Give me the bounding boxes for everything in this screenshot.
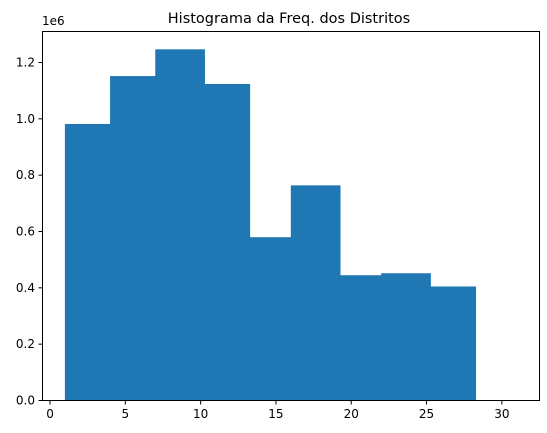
x-axis: 0 5 10 15 20 25 30 [46,400,509,421]
bar-8 [426,286,477,400]
y-tick-label: 0.0 [16,394,35,408]
bar-6 [335,275,386,400]
y-tick-label: 1.2 [16,55,35,69]
x-tick-label: 0 [46,407,54,421]
bar-1 [110,76,160,401]
bars-group [64,49,477,401]
bar-2 [155,49,205,400]
bar-0 [64,123,115,401]
x-tick-label: 15 [268,407,283,421]
x-tick-label: 10 [193,407,208,421]
y-tick-label: 0.6 [16,224,35,238]
x-tick-label: 25 [419,407,434,421]
y-tick-label: 0.2 [16,337,35,351]
y-tick-label: 0.8 [16,168,35,182]
y-tick-label: 1.0 [16,112,35,126]
bar-7 [381,273,431,400]
bar-3 [200,83,251,401]
chart-title: Histograma da Freq. dos Distritos [168,11,410,27]
x-tick-label: 5 [122,407,130,421]
bar-4 [245,237,296,400]
x-tick-label: 30 [494,407,509,421]
x-tick-label: 20 [344,407,359,421]
y-tick-label: 0.4 [16,281,35,295]
plot-frame [42,31,540,401]
y-axis: 0.0 0.2 0.4 0.6 0.8 1.0 1.2 [16,55,43,408]
bar-5 [290,185,341,400]
y-axis-offset-label: 1e6 [42,14,65,28]
